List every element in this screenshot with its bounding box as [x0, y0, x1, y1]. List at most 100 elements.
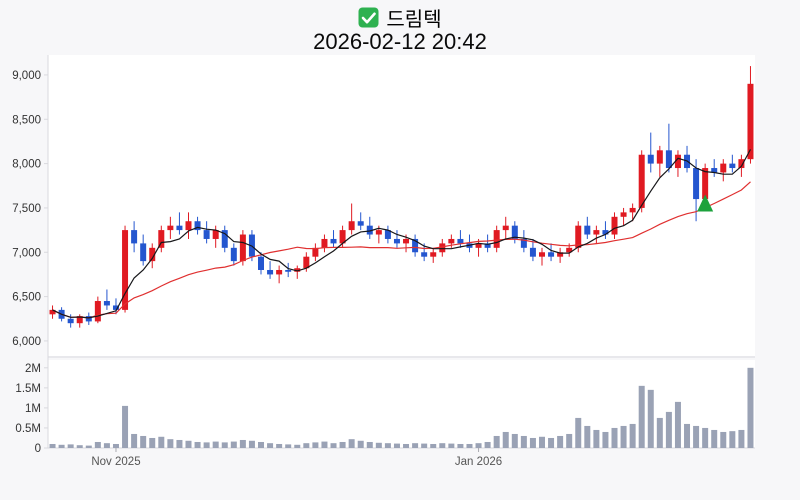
- candle-down: [267, 269, 274, 275]
- volume-bar: [294, 444, 301, 448]
- candle-up: [430, 252, 437, 257]
- candle-down: [203, 230, 210, 239]
- candle-down: [529, 247, 536, 257]
- volume-bar: [185, 440, 192, 448]
- candle-up: [167, 225, 174, 231]
- volume-bar: [94, 441, 101, 448]
- x-axis-label: Jan 2026: [455, 456, 502, 468]
- volume-bar: [348, 439, 355, 448]
- volume-axis-label: 1M: [25, 403, 41, 415]
- volume-bar: [58, 444, 65, 448]
- candle-down: [140, 243, 147, 262]
- candle-up: [303, 256, 310, 269]
- candle-down: [221, 230, 228, 248]
- volume-bar: [448, 443, 455, 448]
- volume-bar: [629, 423, 636, 448]
- candle-up: [611, 216, 618, 235]
- volume-bar: [149, 437, 156, 448]
- candle-down: [412, 238, 419, 253]
- check-icon: [358, 7, 379, 28]
- volume-bar: [538, 436, 545, 448]
- candle-down: [421, 252, 428, 257]
- volume-bar: [339, 441, 346, 448]
- candle-up: [738, 159, 745, 169]
- candle-up: [566, 247, 573, 253]
- candle-up: [674, 154, 681, 169]
- candle-down: [285, 269, 292, 272]
- volume-bar: [230, 441, 237, 448]
- volume-bar: [466, 443, 473, 448]
- candle-up: [720, 163, 727, 173]
- volume-axis-label: 2M: [25, 363, 41, 375]
- candle-down: [511, 225, 518, 239]
- volume-bar: [131, 433, 138, 448]
- candle-down: [711, 168, 718, 173]
- volume-bar: [312, 442, 319, 448]
- y-axis-label: 7,000: [12, 247, 41, 259]
- y-axis-label: 8,500: [12, 114, 41, 126]
- volume-bar: [303, 443, 310, 448]
- candle-down: [665, 150, 672, 169]
- candle-down: [584, 225, 591, 235]
- volume-bar: [140, 435, 147, 448]
- volume-bar: [158, 436, 165, 448]
- candle-up: [294, 268, 301, 272]
- volume-bar: [548, 437, 555, 448]
- volume-bar: [239, 439, 246, 448]
- candle-down: [85, 316, 92, 322]
- candle-down: [176, 225, 183, 231]
- candle-down: [548, 252, 555, 257]
- volume-bar: [103, 443, 110, 448]
- candle-up: [348, 221, 355, 231]
- volume-bar: [457, 443, 464, 448]
- volume-bar: [258, 441, 265, 448]
- volume-bar: [620, 425, 627, 448]
- candle-up: [276, 269, 283, 275]
- candle-up: [638, 154, 645, 208]
- chart-timestamp: 2026-02-12 20:42: [313, 29, 487, 54]
- candle-up: [620, 212, 627, 217]
- volume-bar: [421, 443, 428, 448]
- candle-down: [112, 305, 119, 310]
- volume-bar: [638, 385, 645, 448]
- candle-up: [149, 247, 156, 262]
- ma-long-line: [52, 181, 751, 319]
- candle-down: [131, 230, 138, 244]
- volume-bar: [502, 431, 509, 448]
- candle-up: [747, 83, 754, 160]
- x-axis-label: Nov 2025: [91, 456, 140, 468]
- volume-bar: [602, 431, 609, 448]
- y-axis-label: 6,500: [12, 292, 41, 304]
- candle-up: [538, 252, 545, 257]
- volume-bar: [221, 442, 228, 448]
- volume-bar: [511, 433, 518, 448]
- volume-bar: [212, 441, 219, 448]
- candle-up: [312, 247, 319, 257]
- volume-bar: [412, 443, 419, 448]
- candle-up: [439, 243, 446, 253]
- volume-bar: [593, 429, 600, 448]
- candle-up: [339, 230, 346, 244]
- candle-up: [502, 225, 509, 231]
- volume-bar: [693, 425, 700, 448]
- chart-title-row: 드림텍: [0, 3, 800, 32]
- volume-bar: [285, 444, 292, 448]
- candle-down: [647, 154, 654, 164]
- candle-up: [185, 221, 192, 231]
- volume-axis-label: 1.5M: [15, 383, 41, 395]
- volume-bar: [738, 429, 745, 448]
- volume-bar: [49, 443, 56, 448]
- candle-down: [729, 163, 736, 169]
- candle-down: [230, 247, 237, 262]
- volume-bar: [647, 389, 654, 448]
- candle-up: [321, 238, 328, 248]
- volume-bar: [729, 431, 736, 448]
- volume-bar: [665, 411, 672, 448]
- volume-bar: [493, 435, 500, 448]
- candle-down: [393, 238, 400, 244]
- volume-bar: [557, 435, 564, 448]
- candle-up: [493, 230, 500, 248]
- volume-bar: [520, 435, 527, 448]
- volume-bar: [403, 443, 410, 448]
